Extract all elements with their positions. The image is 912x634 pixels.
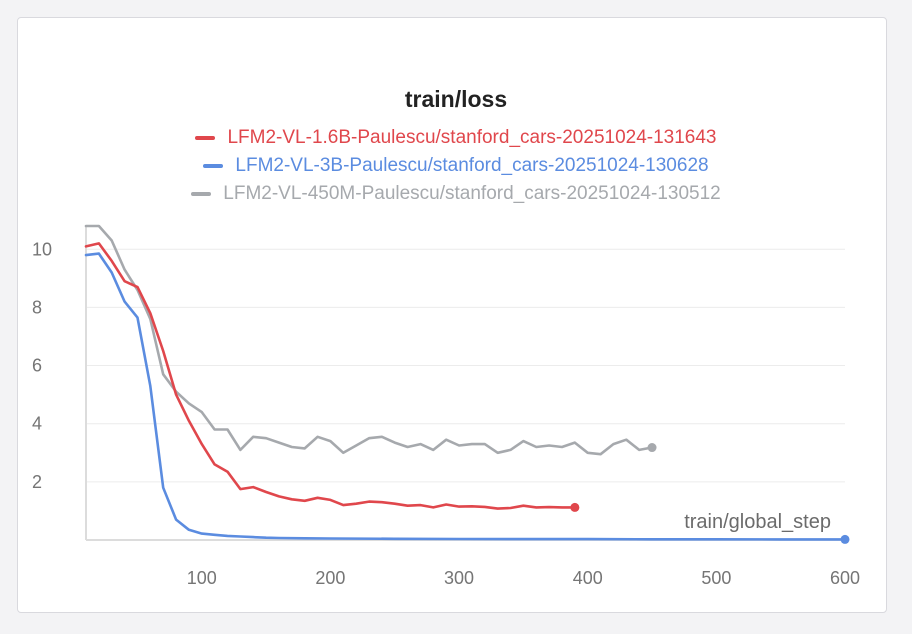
series-line-450m — [84, 224, 654, 456]
x-tick-label: 100 — [187, 568, 217, 588]
legend-label-3b: LFM2-VL-3B-Paulescu/stanford_cars-202510… — [235, 155, 709, 176]
legend-swatch-3b — [203, 164, 224, 168]
series-line-3b — [84, 252, 847, 541]
legend-item-3b[interactable]: LFM2-VL-3B-Paulescu/stanford_cars-202510… — [0, 152, 912, 180]
series-line-1.6b — [84, 242, 577, 510]
legend-swatch-450m — [191, 192, 212, 196]
x-tick-label: 400 — [573, 568, 603, 588]
series-end-marker-1.6b — [570, 502, 580, 512]
x-tick-label: 500 — [701, 568, 731, 588]
chart-legend: LFM2-VL-1.6B-Paulescu/stanford_cars-2025… — [0, 124, 912, 208]
legend-swatch-1.6b — [195, 136, 216, 140]
legend-label-1.6b: LFM2-VL-1.6B-Paulescu/stanford_cars-2025… — [227, 127, 717, 148]
series-end-marker-3b — [840, 534, 850, 544]
x-tick-label: 600 — [830, 568, 860, 588]
legend-item-450m[interactable]: LFM2-VL-450M-Paulescu/stanford_cars-2025… — [0, 180, 912, 208]
x-tick-label: 300 — [444, 568, 474, 588]
y-tick-label: 10 — [32, 239, 52, 259]
legend-item-1.6b[interactable]: LFM2-VL-1.6B-Paulescu/stanford_cars-2025… — [0, 124, 912, 152]
y-tick-label: 8 — [32, 297, 42, 317]
x-axis-label: train/global_step — [684, 511, 831, 533]
chart-title: train/loss — [404, 86, 508, 112]
x-tick-label: 200 — [315, 568, 345, 588]
chart-panel — [17, 17, 887, 613]
y-tick-label: 2 — [32, 472, 42, 492]
y-tick-label: 4 — [32, 414, 42, 434]
legend-label-450m: LFM2-VL-450M-Paulescu/stanford_cars-2025… — [223, 183, 721, 204]
series-end-marker-450m — [647, 443, 657, 453]
y-tick-label: 6 — [32, 356, 42, 376]
